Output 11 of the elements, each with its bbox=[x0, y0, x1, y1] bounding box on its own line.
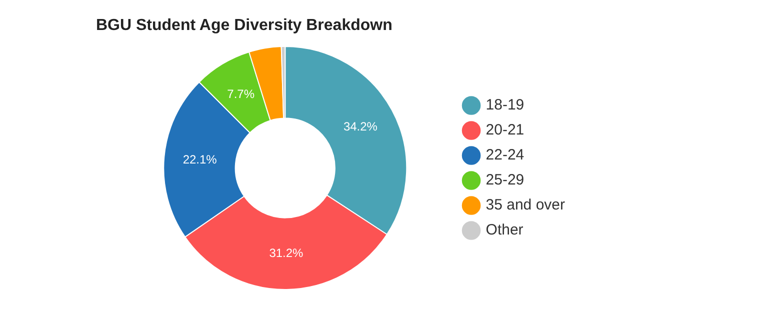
data-label: 22.1% bbox=[182, 152, 218, 167]
legend-label: 22-24 bbox=[486, 146, 524, 164]
legend-label: 20-21 bbox=[486, 122, 524, 139]
data-label: 31.2% bbox=[269, 246, 304, 260]
legend-label: Other bbox=[486, 222, 524, 239]
legend-label: 25-29 bbox=[486, 172, 524, 189]
legend-label: 35 and over bbox=[486, 196, 566, 214]
data-label: 34.2% bbox=[343, 120, 378, 134]
chart-title: BGU Student Age Diversity Breakdown bbox=[96, 17, 392, 35]
legend-label: 18-19 bbox=[486, 96, 524, 114]
data-label: 7.7% bbox=[227, 87, 255, 101]
